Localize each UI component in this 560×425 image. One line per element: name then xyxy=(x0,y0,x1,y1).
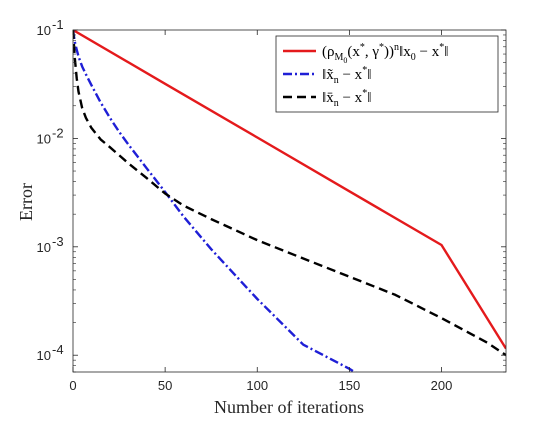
y-tick-exponent: -4 xyxy=(52,342,64,357)
y-axis-title: Error xyxy=(16,183,36,221)
x-tick-label: 0 xyxy=(69,378,76,393)
y-tick-label: 10 xyxy=(37,348,51,363)
x-tick-label: 100 xyxy=(246,378,268,393)
x-tick-label: 200 xyxy=(431,378,453,393)
legend-label-3: ‖x̄n − x*‖ xyxy=(322,88,371,109)
y-tick-label: 10 xyxy=(37,23,51,38)
legend-label-1: (ρM0(x*, γ*))n‖x0 − x*‖ xyxy=(322,42,448,65)
legend: (ρM0(x*, γ*))n‖x0 − x*‖‖x̃n − x*‖‖x̄n − … xyxy=(275,35,499,113)
series-line-3 xyxy=(73,30,506,357)
series-line-1 xyxy=(73,30,506,350)
x-axis-title: Number of iterations xyxy=(214,397,364,417)
y-tick-label: 10 xyxy=(37,240,51,255)
y-tick-exponent: -1 xyxy=(52,17,64,32)
series-line-2 xyxy=(73,30,357,372)
y-tick-exponent: -3 xyxy=(52,234,64,249)
x-tick-label: 50 xyxy=(158,378,172,393)
plot-area xyxy=(73,30,506,372)
y-tick-label: 10 xyxy=(37,131,51,146)
axes-box xyxy=(72,29,507,373)
x-tick-label: 150 xyxy=(339,378,361,393)
legend-label-2: ‖x̃n − x*‖ xyxy=(322,65,371,86)
y-tick-exponent: -2 xyxy=(52,125,64,140)
